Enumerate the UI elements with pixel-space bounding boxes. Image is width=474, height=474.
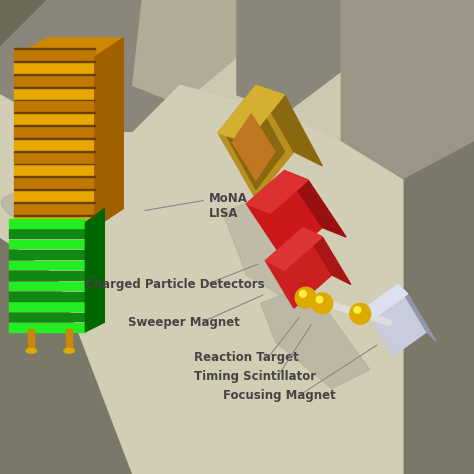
Polygon shape	[14, 38, 123, 57]
Polygon shape	[246, 171, 308, 213]
Bar	[14, 189, 95, 190]
Bar	[14, 176, 95, 177]
Bar	[9, 323, 85, 332]
Polygon shape	[228, 100, 284, 190]
Bar	[14, 177, 95, 189]
Text: Reaction Target: Reaction Target	[194, 351, 299, 365]
Ellipse shape	[64, 348, 74, 353]
Ellipse shape	[26, 348, 36, 353]
Bar	[14, 151, 95, 152]
Bar	[9, 302, 85, 311]
Bar	[9, 282, 85, 290]
Bar	[14, 49, 95, 61]
Bar	[14, 152, 95, 164]
Circle shape	[295, 287, 316, 308]
Bar	[14, 139, 95, 151]
Polygon shape	[0, 0, 180, 133]
Bar	[14, 88, 95, 100]
Point	[386, 319, 392, 325]
Bar	[14, 113, 95, 125]
Bar	[28, 329, 34, 351]
Circle shape	[354, 307, 361, 313]
Polygon shape	[85, 209, 104, 332]
Bar	[14, 126, 95, 138]
Polygon shape	[284, 171, 346, 237]
Bar	[14, 164, 95, 176]
Bar	[14, 61, 95, 62]
Bar	[9, 313, 85, 321]
Bar	[14, 202, 95, 203]
Polygon shape	[256, 85, 322, 166]
Text: Focusing Magnet: Focusing Magnet	[223, 389, 336, 402]
Polygon shape	[95, 38, 123, 228]
Polygon shape	[403, 142, 474, 474]
Polygon shape	[232, 114, 275, 180]
Bar	[14, 138, 95, 139]
Bar	[9, 250, 85, 259]
Circle shape	[312, 293, 333, 314]
Bar	[14, 62, 95, 74]
Bar	[14, 75, 95, 87]
Bar	[14, 190, 95, 202]
Text: MoNA
LISA: MoNA LISA	[209, 192, 247, 220]
Text: Sweeper Magnet: Sweeper Magnet	[128, 316, 240, 329]
Bar	[9, 271, 85, 280]
Polygon shape	[265, 228, 332, 308]
Polygon shape	[0, 237, 142, 474]
Polygon shape	[246, 171, 322, 261]
Line: 2 pts: 2 pts	[303, 296, 389, 322]
Polygon shape	[133, 0, 237, 104]
Polygon shape	[365, 284, 408, 318]
Point	[301, 293, 306, 299]
Bar	[14, 215, 95, 216]
Polygon shape	[218, 85, 294, 199]
Bar	[9, 240, 85, 248]
Polygon shape	[0, 85, 403, 474]
Bar	[9, 292, 85, 301]
Bar	[14, 100, 95, 112]
Bar	[9, 261, 85, 269]
Bar	[14, 87, 95, 88]
Polygon shape	[261, 284, 370, 389]
Bar	[14, 112, 95, 113]
Circle shape	[300, 291, 306, 297]
Polygon shape	[341, 0, 474, 180]
Bar	[14, 74, 95, 75]
Polygon shape	[365, 284, 427, 356]
Polygon shape	[265, 228, 322, 270]
Circle shape	[350, 303, 371, 324]
Ellipse shape	[1, 193, 93, 234]
Polygon shape	[398, 284, 436, 341]
Bar	[14, 203, 95, 215]
Circle shape	[316, 296, 323, 303]
Polygon shape	[303, 228, 351, 284]
Polygon shape	[218, 85, 284, 142]
Text: Timing Scintillator: Timing Scintillator	[194, 370, 317, 383]
Polygon shape	[0, 0, 180, 133]
Bar	[14, 48, 95, 49]
Bar	[9, 219, 85, 228]
Bar	[66, 329, 72, 351]
Polygon shape	[237, 0, 341, 114]
Bar	[14, 125, 95, 126]
Polygon shape	[223, 190, 332, 303]
Bar	[14, 216, 95, 228]
Text: Charged Particle Detectors: Charged Particle Detectors	[85, 278, 265, 291]
Bar	[9, 229, 85, 238]
